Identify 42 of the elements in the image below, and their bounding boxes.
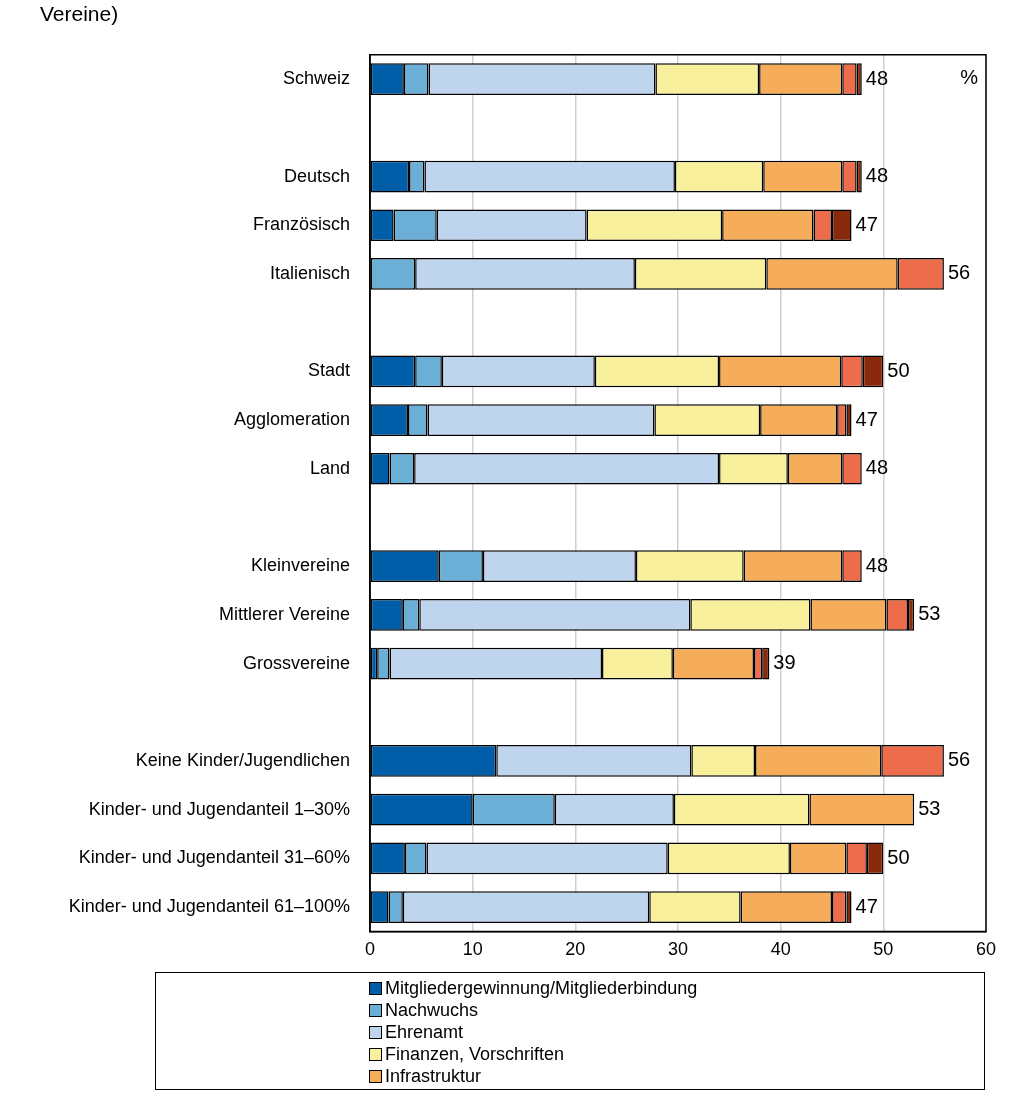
total-label: 53: [918, 602, 941, 625]
y-tick-label: Kinder- und Jugendanteil 61–100%: [68, 896, 350, 917]
x-tick-label: 10: [462, 939, 483, 960]
total-label: 39: [773, 651, 796, 674]
x-tick-label: 20: [565, 939, 586, 960]
x-tick-label: 30: [667, 939, 689, 960]
total-label: 50: [887, 358, 910, 381]
y-tick-label: Kinder- und Jugendanteil 1–30%: [88, 798, 350, 819]
total-label: 48: [865, 164, 889, 187]
x-tick-label: 50: [873, 939, 894, 960]
y-tick-label: Schweiz: [282, 68, 350, 89]
y-tick-label: Italienisch: [269, 262, 350, 283]
y-tick-label: Keine Kinder/Jugendlichen: [135, 749, 350, 770]
y-tick-label: Agglomeration: [233, 409, 350, 430]
total-label: 56: [947, 748, 971, 771]
total-label: 56: [947, 261, 971, 284]
legend-label: Mitgliedergewinnung/Mitgliederbindung: [385, 977, 698, 999]
legend-label: Finanzen, Vorschriften: [385, 1043, 565, 1065]
x-tick-label: 40: [770, 939, 791, 960]
total-label: 53: [918, 797, 941, 820]
text: Vereine): [40, 2, 119, 26]
total-label: 50: [887, 845, 910, 868]
total-label: 47: [855, 407, 878, 430]
legend-label: Infrastruktur: [385, 1065, 482, 1087]
y-tick-label: Deutsch: [283, 165, 350, 186]
annotation: %: [960, 66, 979, 89]
total-label: 47: [855, 894, 878, 917]
y-tick-label: Französisch: [252, 214, 350, 235]
total-label: 47: [855, 212, 878, 235]
y-tick-label: Kinder- und Jugendanteil 31–60%: [78, 847, 350, 868]
y-tick-label: Stadt: [307, 360, 350, 381]
total-label: 48: [865, 456, 889, 479]
x-tick-label: 60: [975, 939, 997, 960]
y-tick-label: Land: [309, 457, 350, 478]
total-label: 48: [865, 66, 889, 89]
legend-label: Nachwuchs: [385, 999, 479, 1021]
legend-label: Ehrenamt: [385, 1021, 464, 1043]
y-tick-label: Grossvereine: [242, 652, 350, 673]
y-tick-label: Mittlerer Vereine: [218, 603, 350, 624]
y-tick-label: Kleinvereine: [250, 555, 350, 576]
total-label: 48: [865, 553, 889, 576]
x-tick-label: 0: [364, 939, 376, 960]
